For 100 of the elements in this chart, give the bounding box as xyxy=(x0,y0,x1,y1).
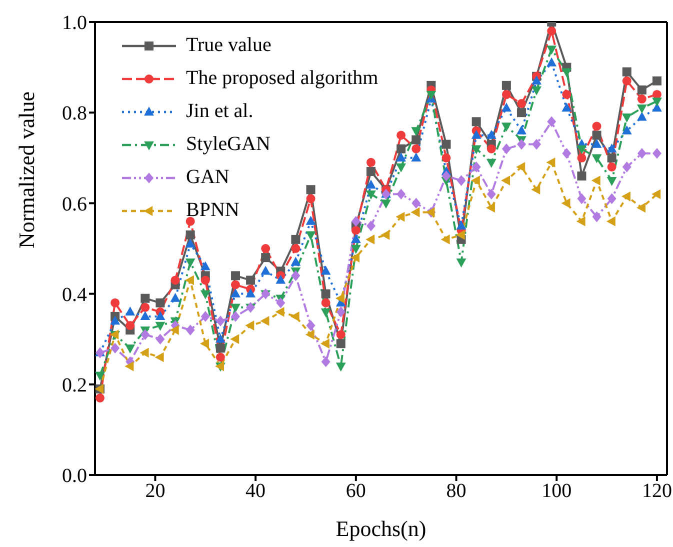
point xyxy=(366,158,376,167)
point xyxy=(306,216,316,225)
point xyxy=(652,98,662,107)
point xyxy=(562,90,572,99)
point xyxy=(96,393,105,402)
point xyxy=(472,117,481,126)
point xyxy=(186,324,195,336)
point xyxy=(591,176,600,186)
point xyxy=(170,325,179,335)
point xyxy=(592,154,602,164)
point xyxy=(170,276,180,285)
point xyxy=(110,342,120,354)
point xyxy=(411,127,422,136)
point xyxy=(336,339,346,348)
point xyxy=(366,220,376,232)
x-tick-label: 100 xyxy=(542,480,572,502)
point xyxy=(200,338,209,349)
point xyxy=(532,86,542,96)
point xyxy=(577,193,586,204)
point xyxy=(531,184,540,195)
point xyxy=(230,280,240,290)
point xyxy=(291,244,300,253)
x-tick-label: 60 xyxy=(346,480,366,502)
point xyxy=(501,102,512,112)
point xyxy=(606,176,617,186)
point xyxy=(336,306,346,318)
point xyxy=(471,130,482,139)
point xyxy=(306,185,316,194)
x-tick-label: 40 xyxy=(246,480,266,502)
point xyxy=(125,306,136,316)
point xyxy=(561,198,570,208)
y-tick-label: 0.2 xyxy=(62,374,87,396)
point xyxy=(502,80,511,90)
point xyxy=(516,108,526,118)
y-tick-label: 1.0 xyxy=(62,12,87,34)
point xyxy=(442,170,451,182)
point xyxy=(442,153,451,162)
point xyxy=(125,344,136,354)
point xyxy=(622,125,632,134)
point xyxy=(140,302,150,312)
point xyxy=(230,311,240,322)
point xyxy=(396,130,406,140)
y-tick-label: 0.0 xyxy=(62,465,87,488)
point xyxy=(306,194,316,204)
point xyxy=(335,293,344,304)
point xyxy=(366,180,376,189)
point xyxy=(412,198,421,209)
point xyxy=(442,140,451,149)
point xyxy=(350,252,360,263)
point xyxy=(170,292,180,302)
point xyxy=(502,143,511,154)
point xyxy=(412,135,421,144)
point xyxy=(622,76,632,86)
point xyxy=(532,75,542,84)
point xyxy=(576,216,586,226)
point xyxy=(124,361,134,372)
point xyxy=(562,68,572,78)
point xyxy=(547,26,556,36)
point xyxy=(155,322,166,331)
point xyxy=(350,244,361,254)
legend-label: BPNN xyxy=(186,198,240,223)
point xyxy=(502,90,511,99)
point xyxy=(412,144,421,154)
point xyxy=(486,202,495,213)
point xyxy=(501,122,512,132)
point xyxy=(321,298,330,308)
point xyxy=(336,330,346,340)
point xyxy=(261,253,270,262)
point xyxy=(576,145,587,154)
point xyxy=(516,99,526,108)
point xyxy=(110,298,120,308)
y-tick-label: 0.4 xyxy=(62,284,87,306)
point xyxy=(456,220,466,230)
legend-label: Jin et al. xyxy=(186,99,254,124)
point xyxy=(155,311,166,320)
point xyxy=(426,90,436,100)
point xyxy=(532,138,542,150)
point xyxy=(636,112,647,121)
point xyxy=(185,258,196,268)
y-axis-title: Normalized value xyxy=(14,92,39,248)
point xyxy=(306,231,316,240)
point xyxy=(636,104,647,114)
point xyxy=(562,148,572,159)
point xyxy=(366,166,376,176)
point xyxy=(607,162,616,172)
point xyxy=(547,116,556,128)
point xyxy=(592,130,602,140)
point xyxy=(546,157,556,168)
point xyxy=(305,330,314,340)
point xyxy=(216,316,225,326)
point xyxy=(396,212,405,222)
point xyxy=(140,348,149,358)
point xyxy=(607,153,616,162)
point xyxy=(606,216,616,226)
point xyxy=(140,311,150,320)
point xyxy=(351,216,360,227)
point xyxy=(320,266,331,275)
point xyxy=(200,276,210,285)
point xyxy=(652,76,662,86)
point xyxy=(246,276,256,285)
